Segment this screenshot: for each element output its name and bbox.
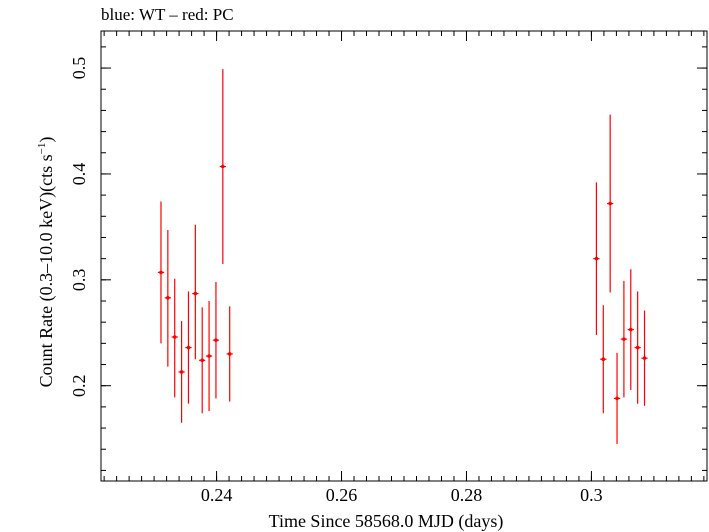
data-point [185,291,192,404]
data-point [226,306,233,402]
point-marker [628,327,633,332]
point-marker [159,270,163,275]
y-tick-label: 0.5 [69,57,89,80]
plot-border [100,30,708,482]
x-tick-label: 0.3 [580,485,603,505]
data-points [157,69,648,444]
x-tick-label: 0.26 [326,485,358,505]
data-point [600,305,607,414]
point-marker [601,357,606,362]
chart-title: blue: WT – red: PC [101,5,234,24]
y-axis-ticks [101,46,707,471]
y-axis-label-main: Count Rate (0.3–10.0 keV)(cts s [36,154,57,387]
point-marker [227,352,232,356]
point-marker [200,358,205,363]
point-marker [594,256,599,261]
y-axis-label-suffix: ) [36,137,57,143]
data-point [593,182,600,335]
y-axis-label-superscript: −1 [36,143,48,155]
data-point [157,201,165,344]
y-axis-tick-labels: 0.2 0.3 0.4 0.5 [69,57,89,397]
x-axis-tick-labels: 0.24 0.26 0.28 0.3 [201,485,603,505]
x-tick-label: 0.28 [451,485,483,505]
data-point [219,69,226,264]
data-point [192,224,199,360]
point-marker [186,345,191,350]
data-point [607,114,614,293]
data-point [634,291,641,404]
point-marker [214,338,218,342]
y-tick-label: 0.2 [69,374,89,397]
point-marker [615,396,619,401]
point-marker [166,296,170,300]
data-point [178,321,185,423]
point-marker [179,370,184,374]
point-marker [207,354,211,358]
data-point [627,269,634,390]
point-marker [642,356,647,360]
data-point [641,310,648,406]
data-point [205,301,213,412]
point-marker [608,201,612,206]
y-axis-label: Count Rate (0.3–10.0 keV)(cts s−1) [36,137,57,388]
point-marker [221,164,225,169]
point-marker [193,291,198,296]
point-marker [622,337,626,341]
x-tick-label: 0.24 [201,485,233,505]
data-point [164,230,171,367]
y-tick-label: 0.3 [69,269,89,292]
data-point [199,307,206,414]
point-marker [172,335,177,339]
plot-frame [100,30,708,482]
data-point [212,281,220,399]
data-point [613,352,621,444]
x-axis-label: Time Since 58568.0 MJD (days) [269,511,504,532]
data-point [171,278,178,398]
x-axis-ticks [103,31,705,481]
point-marker [635,345,640,350]
y-tick-label: 0.4 [69,163,89,186]
data-point [620,280,628,398]
